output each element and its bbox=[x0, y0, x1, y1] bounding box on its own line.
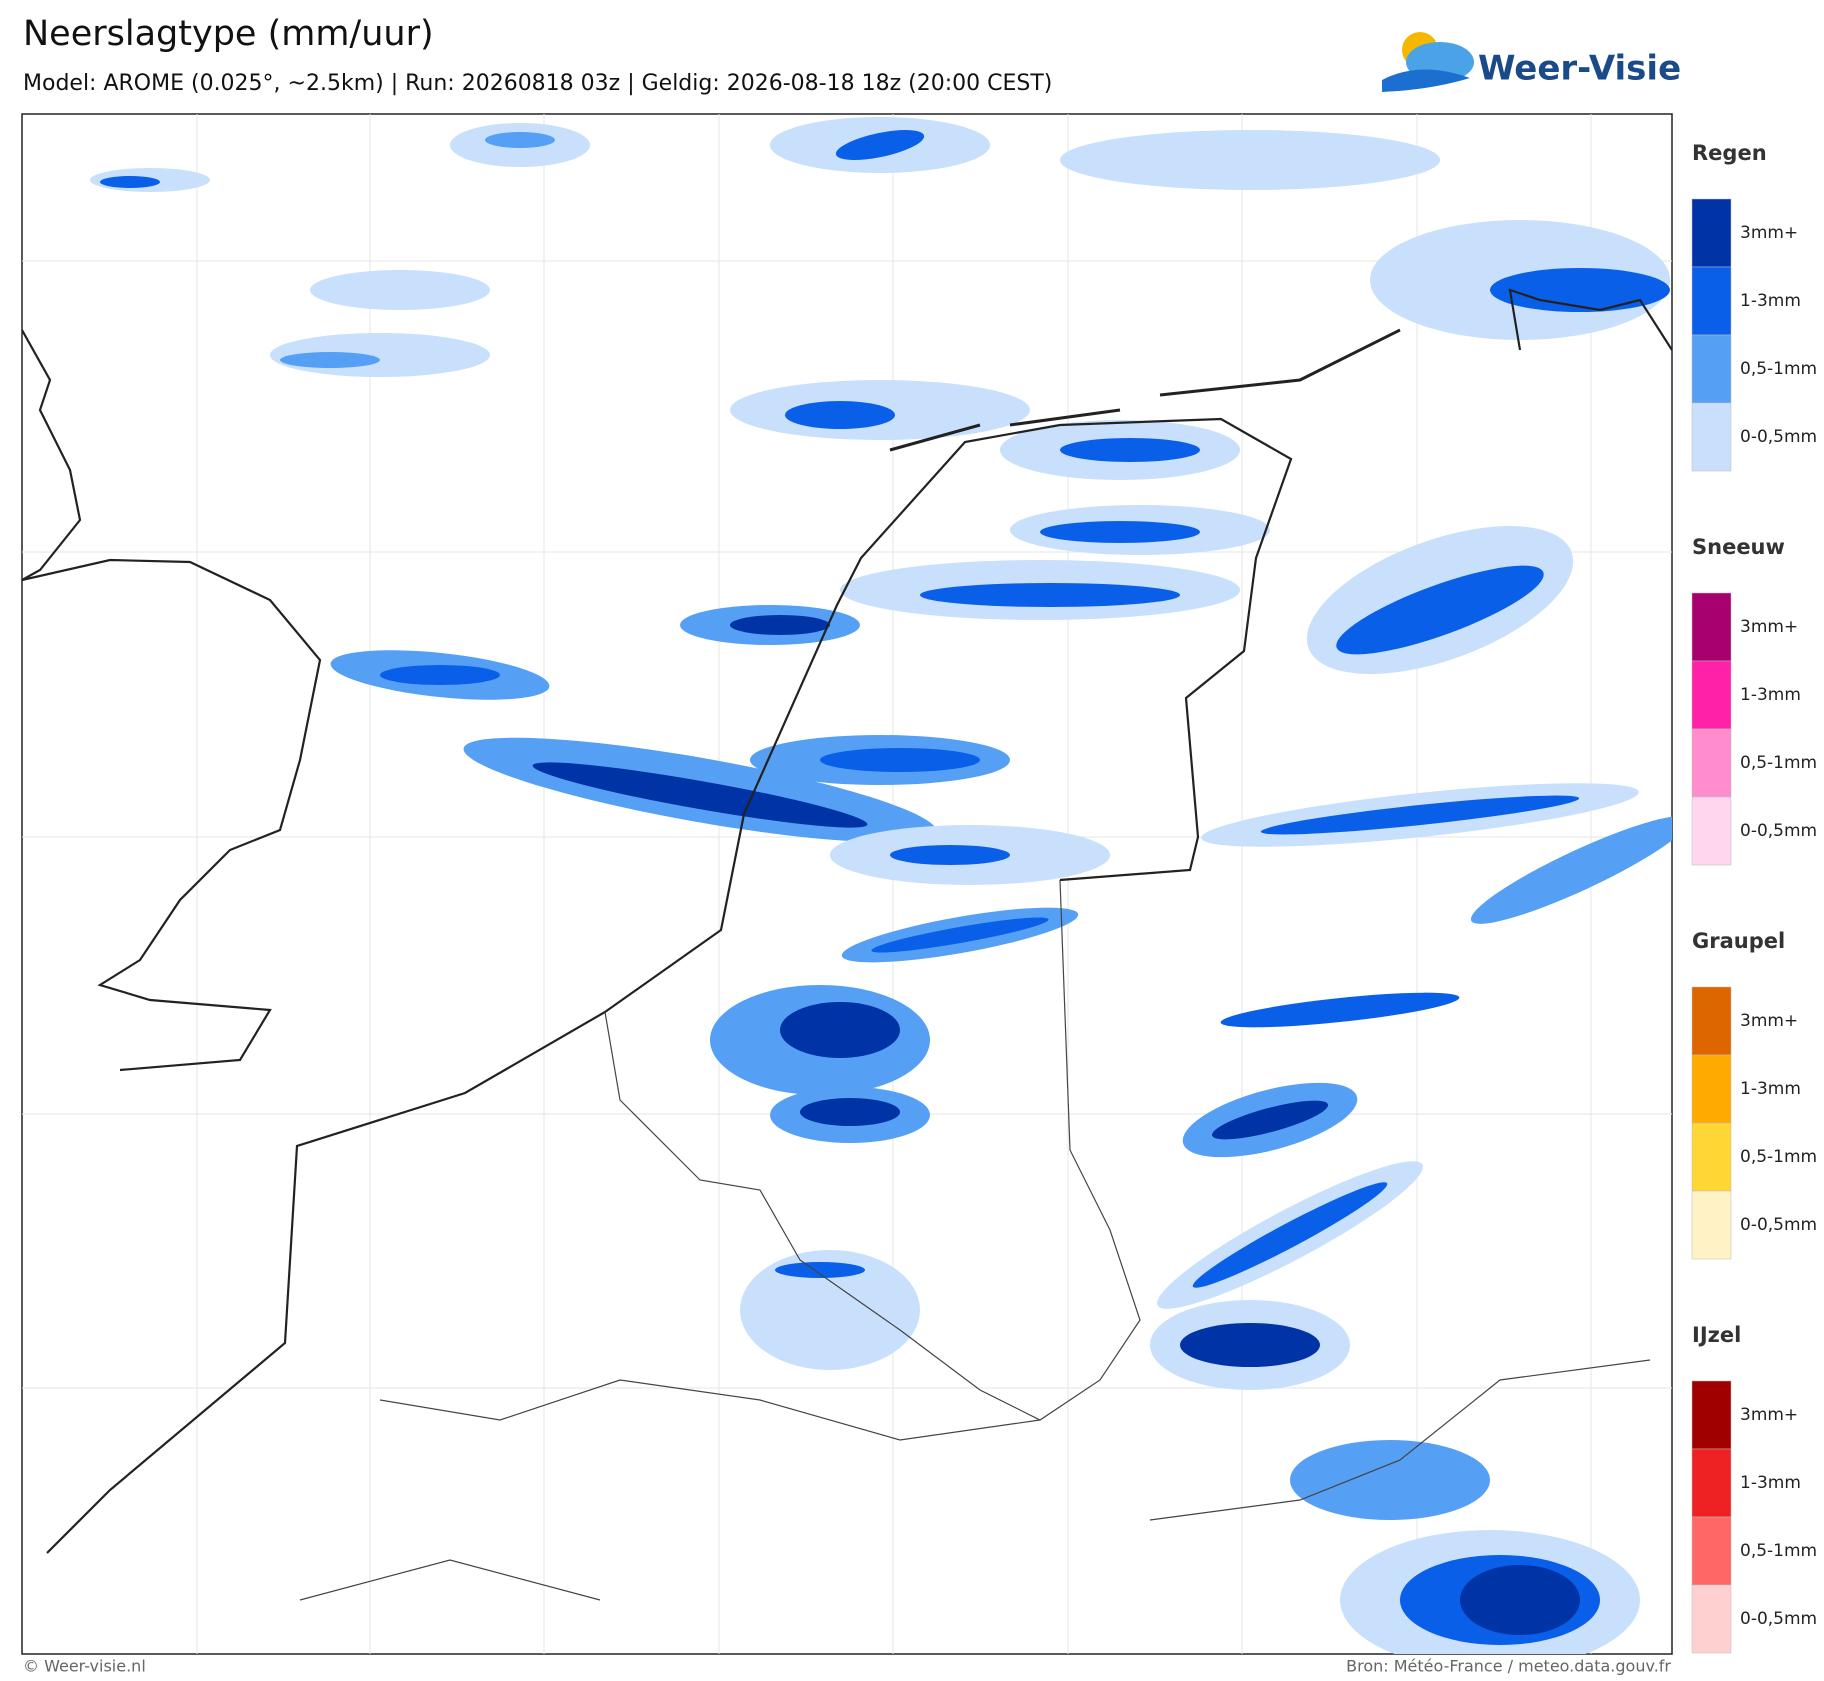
legend-swatch bbox=[1691, 592, 1732, 662]
footer-left: © Weer-visie.nl bbox=[23, 1657, 146, 1676]
legend-title: Regen bbox=[1692, 141, 1767, 165]
legend-label: 3mm+ bbox=[1740, 1011, 1798, 1031]
legend-label: 0-0,5mm bbox=[1740, 1609, 1817, 1629]
legend-label: 0,5-1mm bbox=[1740, 359, 1817, 379]
legend-swatch bbox=[1691, 660, 1732, 730]
legend-label: 0,5-1mm bbox=[1740, 1541, 1817, 1561]
legend-label: 3mm+ bbox=[1740, 223, 1798, 243]
legend-swatch bbox=[1691, 796, 1732, 866]
legend-label: 0-0,5mm bbox=[1740, 1215, 1817, 1235]
legend-swatch bbox=[1691, 986, 1732, 1056]
legend-label: 3mm+ bbox=[1740, 1405, 1798, 1425]
legend-swatch bbox=[1691, 198, 1732, 268]
legend-title: IJzel bbox=[1692, 1323, 1741, 1347]
map bbox=[21, 113, 1673, 1655]
footer-right: Bron: Météo-France / meteo.data.gouv.fr bbox=[1346, 1657, 1671, 1676]
legend-swatch bbox=[1691, 1380, 1732, 1450]
legend-swatch bbox=[1691, 1122, 1732, 1192]
legend-swatch bbox=[1691, 1584, 1732, 1654]
legend-swatch bbox=[1691, 266, 1732, 336]
borders bbox=[299, 879, 1651, 1601]
legend-swatch bbox=[1691, 728, 1732, 798]
legend-swatch bbox=[1691, 1516, 1732, 1586]
legend: Regen 3mm+ 1-3mm 0,5-1mm 0-0,5mm Sneeuw 3mm+ 1-… bbox=[1691, 141, 1817, 1654]
legend-label: 3mm+ bbox=[1740, 617, 1798, 637]
legend-label: 1-3mm bbox=[1740, 291, 1801, 311]
graticule bbox=[22, 114, 1672, 1654]
legend-title: Sneeuw bbox=[1692, 535, 1785, 559]
legend-label: 0,5-1mm bbox=[1740, 753, 1817, 773]
legend-swatch bbox=[1691, 1190, 1732, 1260]
title: Neerslagtype (mm/uur) bbox=[23, 14, 434, 54]
legend-swatch bbox=[1691, 402, 1732, 472]
logo-text: Weer-Visie bbox=[1478, 49, 1681, 89]
legend-title: Graupel bbox=[1692, 929, 1785, 953]
legend-label: 1-3mm bbox=[1740, 685, 1801, 705]
logo: Weer-Visie bbox=[1382, 32, 1681, 92]
subtitle: Model: AROME (0.025°, ~2.5km) | Run: 202… bbox=[23, 71, 1052, 96]
precipitation bbox=[90, 117, 1672, 1654]
legend-label: 0-0,5mm bbox=[1740, 427, 1817, 447]
coastlines bbox=[22, 288, 1672, 1554]
legend-label: 0-0,5mm bbox=[1740, 821, 1817, 841]
legend-swatch bbox=[1691, 1054, 1732, 1124]
legend-swatch bbox=[1691, 1448, 1732, 1518]
legend-swatch bbox=[1691, 334, 1732, 404]
legend-label: 0,5-1mm bbox=[1740, 1147, 1817, 1167]
legend-label: 1-3mm bbox=[1740, 1079, 1801, 1099]
legend-label: 1-3mm bbox=[1740, 1473, 1801, 1493]
